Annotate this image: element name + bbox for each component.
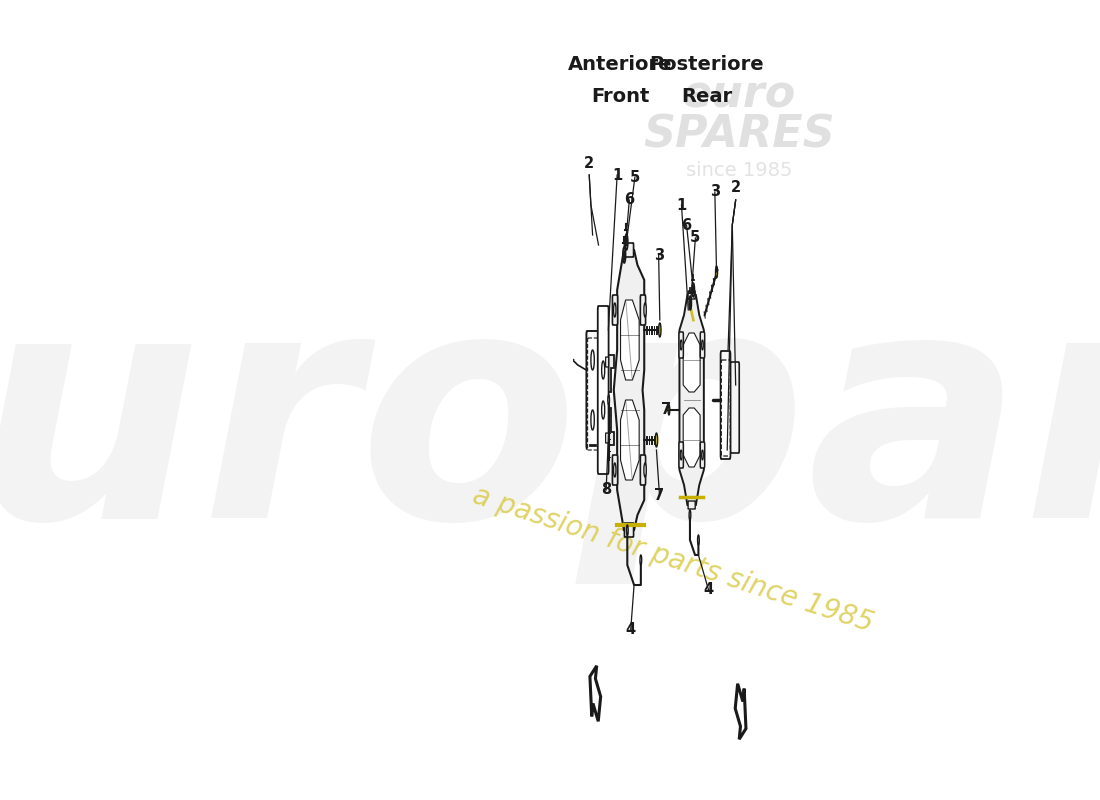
Circle shape <box>702 340 703 350</box>
Text: 2: 2 <box>730 181 740 195</box>
FancyBboxPatch shape <box>640 295 646 325</box>
Text: SPARES: SPARES <box>644 114 835 157</box>
Circle shape <box>702 450 703 460</box>
Circle shape <box>591 350 594 370</box>
Circle shape <box>602 361 605 379</box>
Polygon shape <box>680 295 704 505</box>
Circle shape <box>614 303 616 317</box>
Circle shape <box>692 283 694 297</box>
Circle shape <box>659 323 661 337</box>
Text: 8: 8 <box>601 482 612 498</box>
Text: since 1985: since 1985 <box>685 161 792 179</box>
Polygon shape <box>604 355 614 392</box>
Text: Rear: Rear <box>681 87 733 106</box>
Circle shape <box>626 238 627 246</box>
FancyBboxPatch shape <box>613 455 618 485</box>
FancyBboxPatch shape <box>689 291 695 299</box>
Text: a passion for parts since 1985: a passion for parts since 1985 <box>470 482 877 638</box>
Text: 1: 1 <box>612 167 623 182</box>
Text: 6: 6 <box>682 218 692 233</box>
FancyBboxPatch shape <box>606 357 608 367</box>
Circle shape <box>656 433 658 447</box>
Text: 5: 5 <box>690 230 701 246</box>
Circle shape <box>624 251 625 259</box>
Circle shape <box>715 266 717 278</box>
Text: 6: 6 <box>625 193 635 207</box>
Polygon shape <box>604 408 614 445</box>
FancyBboxPatch shape <box>720 351 730 459</box>
Text: 7: 7 <box>654 487 664 502</box>
Circle shape <box>591 410 594 430</box>
FancyBboxPatch shape <box>625 523 634 537</box>
Circle shape <box>680 340 682 350</box>
Polygon shape <box>683 408 700 467</box>
Polygon shape <box>683 333 700 392</box>
Text: europarts: europarts <box>0 275 1100 585</box>
Circle shape <box>644 463 647 477</box>
Circle shape <box>668 405 670 415</box>
FancyBboxPatch shape <box>587 338 598 450</box>
Circle shape <box>623 247 626 263</box>
Circle shape <box>697 535 700 545</box>
Text: Posteriore: Posteriore <box>650 55 764 74</box>
Circle shape <box>614 463 616 477</box>
Circle shape <box>625 234 628 250</box>
Circle shape <box>689 296 692 310</box>
Circle shape <box>608 395 609 405</box>
Polygon shape <box>590 666 601 722</box>
Text: 2: 2 <box>584 155 594 170</box>
Polygon shape <box>620 400 639 480</box>
Circle shape <box>689 510 691 520</box>
Text: 1: 1 <box>676 198 686 213</box>
Circle shape <box>690 299 691 306</box>
Circle shape <box>680 450 682 460</box>
FancyBboxPatch shape <box>640 455 646 485</box>
Text: 5: 5 <box>630 170 640 185</box>
Polygon shape <box>614 250 645 530</box>
FancyBboxPatch shape <box>722 360 730 456</box>
Text: 4: 4 <box>704 582 714 598</box>
FancyBboxPatch shape <box>597 306 608 474</box>
Circle shape <box>627 525 628 535</box>
Text: Front: Front <box>592 87 650 106</box>
Text: Anteriore: Anteriore <box>569 55 673 74</box>
FancyBboxPatch shape <box>689 501 695 509</box>
Text: 3: 3 <box>653 247 663 262</box>
FancyBboxPatch shape <box>586 331 598 449</box>
Text: 3: 3 <box>710 185 719 199</box>
Circle shape <box>602 401 605 419</box>
Circle shape <box>693 286 694 294</box>
Text: 7: 7 <box>661 402 671 418</box>
FancyBboxPatch shape <box>679 442 683 468</box>
FancyBboxPatch shape <box>625 243 634 257</box>
Text: 4: 4 <box>626 622 636 638</box>
Polygon shape <box>735 684 746 739</box>
Circle shape <box>640 555 641 565</box>
FancyBboxPatch shape <box>730 362 739 453</box>
FancyBboxPatch shape <box>679 332 683 358</box>
FancyBboxPatch shape <box>606 433 608 443</box>
Polygon shape <box>620 300 639 380</box>
FancyBboxPatch shape <box>613 295 618 325</box>
Circle shape <box>644 303 647 317</box>
Text: euro: euro <box>682 74 796 117</box>
FancyBboxPatch shape <box>701 442 705 468</box>
FancyBboxPatch shape <box>701 332 705 358</box>
